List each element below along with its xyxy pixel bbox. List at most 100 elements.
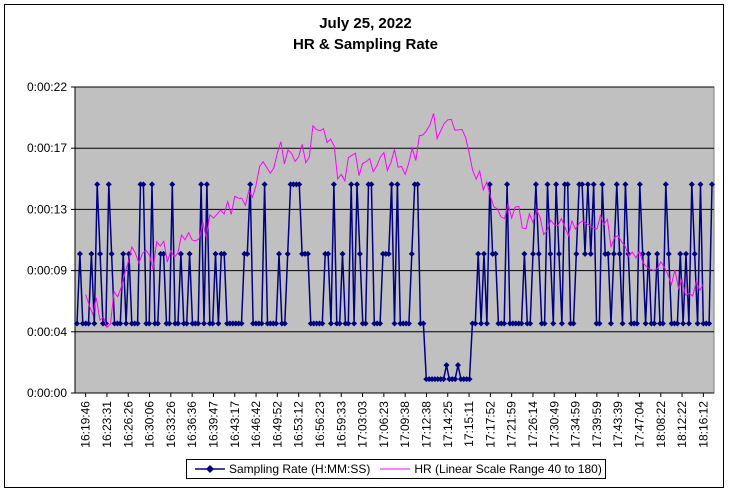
sampling-rate-marker <box>261 181 268 188</box>
sampling-rate-marker <box>683 250 690 257</box>
sampling-rate-marker <box>654 250 661 257</box>
x-tick-label: 18:08:22 <box>654 401 668 448</box>
sampling-rate-marker <box>550 320 557 327</box>
sampling-rate-marker <box>420 320 427 327</box>
sampling-rate-marker <box>209 320 216 327</box>
sampling-rate-marker <box>596 320 603 327</box>
x-tick-label: 17:21:59 <box>505 401 519 448</box>
sampling-rate-marker <box>659 320 666 327</box>
sampling-rate-marker <box>97 250 104 257</box>
sampling-rate-marker <box>674 320 681 327</box>
sampling-rate-marker <box>120 250 127 257</box>
sampling-rate-marker <box>492 250 499 257</box>
sampling-rate-marker <box>553 181 560 188</box>
sampling-rate-marker <box>166 320 173 327</box>
sampling-rate-marker <box>160 250 167 257</box>
sampling-rate-marker <box>76 250 83 257</box>
sampling-rate-marker <box>169 181 176 188</box>
sampling-rate-marker <box>408 250 415 257</box>
sampling-rate-marker <box>177 250 184 257</box>
sampling-rate-marker <box>613 181 620 188</box>
sampling-rate-marker <box>544 181 551 188</box>
sampling-rate-marker <box>356 250 363 257</box>
sampling-rate-marker <box>330 181 337 188</box>
sampling-rate-marker <box>518 320 525 327</box>
sampling-rate-marker <box>123 320 130 327</box>
sampling-rate-marker <box>203 181 210 188</box>
sampling-rate-marker <box>558 320 565 327</box>
y-tick-label: 0:00:04 <box>27 325 67 339</box>
x-tick-label: 17:47:04 <box>632 401 646 448</box>
sampling-rate-marker <box>443 362 450 369</box>
chart-title: July 25, 2022 <box>319 15 412 32</box>
sampling-rate-marker <box>351 320 358 327</box>
sampling-rate-marker <box>85 320 92 327</box>
sampling-rate-marker <box>198 181 205 188</box>
sampling-rate-marker <box>154 320 161 327</box>
sampling-rate-marker <box>281 320 288 327</box>
x-tick-label: 17:06:23 <box>377 401 391 448</box>
sampling-rate-marker <box>325 250 332 257</box>
sampling-rate-marker <box>455 362 461 369</box>
sampling-rate-marker <box>584 181 591 188</box>
sampling-rate-marker <box>388 181 395 188</box>
x-tick-label: 16:39:47 <box>206 401 220 448</box>
sampling-rate-marker <box>108 250 115 257</box>
sampling-rate-marker <box>201 320 207 327</box>
x-tick-label: 16:49:52 <box>270 401 284 448</box>
sampling-rate-marker <box>622 181 629 188</box>
sampling-rate-marker <box>697 181 704 188</box>
sampling-rate-marker <box>688 181 695 188</box>
sampling-rate-marker <box>610 250 617 257</box>
sampling-rate-marker <box>336 320 343 327</box>
sampling-rate-marker <box>149 181 156 188</box>
sampling-rate-marker <box>541 320 548 327</box>
sampling-rate-marker <box>642 320 649 327</box>
sampling-rate-marker <box>284 250 291 257</box>
sampling-rate-marker <box>405 320 412 327</box>
sampling-rate-marker <box>339 250 346 257</box>
x-tick-label: 17:09:38 <box>398 401 412 448</box>
legend-label-sampling: Sampling Rate (H:MM:SS) <box>229 462 371 476</box>
sampling-rate-marker <box>706 320 713 327</box>
sampling-rate-marker <box>94 181 101 188</box>
sampling-rate-marker <box>328 320 334 327</box>
sampling-rate-marker <box>466 376 473 383</box>
x-tick-label: 17:26:14 <box>526 401 540 448</box>
sampling-rate-marker <box>636 181 643 188</box>
x-tick-label: 17:30:49 <box>547 401 561 448</box>
sampling-rate-marker <box>276 250 283 257</box>
x-tick-label: 17:15:11 <box>462 401 476 447</box>
sampling-rate-marker <box>319 320 326 327</box>
sampling-rate-marker <box>590 181 597 188</box>
sampling-rate-marker <box>599 181 606 188</box>
sampling-rate-marker <box>694 320 701 327</box>
x-tick-label: 16:19:46 <box>79 401 93 448</box>
x-tick-label: 17:43:39 <box>611 401 625 448</box>
x-tick-label: 17:12:38 <box>419 401 433 448</box>
sampling-rate-marker <box>685 320 692 327</box>
sampling-rate-marker <box>579 181 586 188</box>
chart-legend: Sampling Rate (H:MM:SS) HR (Linear Scale… <box>186 459 606 479</box>
sampling-rate-marker <box>504 181 511 188</box>
sampling-rate-marker <box>377 320 384 327</box>
sampling-rate-marker <box>619 320 626 327</box>
sampling-rate-marker <box>91 320 98 327</box>
sampling-rate-marker <box>345 320 352 327</box>
legend-item-hr: HR (Linear Scale Range 40 to 180) <box>380 462 602 476</box>
sampling-rate-marker <box>677 250 684 257</box>
legend-swatch-sampling <box>195 465 225 473</box>
sampling-rate-marker <box>175 320 182 327</box>
x-tick-label: 16:59:33 <box>334 401 348 448</box>
sampling-rate-marker <box>691 250 698 257</box>
sampling-rate-marker <box>244 250 251 257</box>
sampling-rate-marker <box>238 320 245 327</box>
sampling-rate-marker <box>556 250 563 257</box>
legend-item-sampling: Sampling Rate (H:MM:SS) <box>195 462 370 476</box>
sampling-rate-marker <box>582 250 588 257</box>
sampling-rate-marker <box>527 320 534 327</box>
sampling-rate-marker <box>535 250 542 257</box>
y-tick-label: 0:00:00 <box>27 386 67 400</box>
sampling-rate-marker <box>501 320 508 327</box>
